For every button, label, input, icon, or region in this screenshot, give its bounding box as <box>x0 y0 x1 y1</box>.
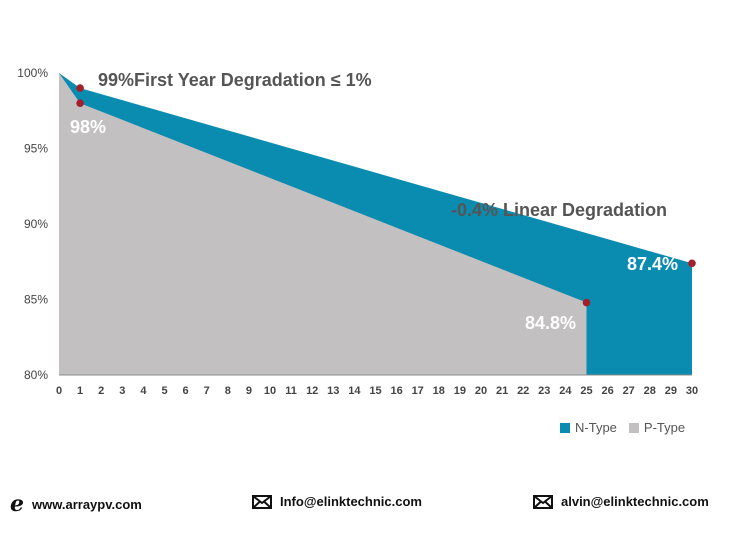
x-tick-label: 21 <box>496 385 508 397</box>
x-tick-label: 17 <box>412 385 424 397</box>
x-tick-label: 13 <box>327 385 339 397</box>
marker-n-type-year1 <box>76 84 84 92</box>
x-tick-label: 2 <box>98 385 104 397</box>
marker-p-type-year1 <box>76 99 84 107</box>
email-info-link[interactable]: Info@elinktechnic.com <box>280 494 422 509</box>
annotation-99-percent: 99%First Year Degradation ≤ 1% <box>98 70 372 90</box>
email-contact-info[interactable]: Info@elinktechnic.com <box>252 494 422 509</box>
x-tick-label: 11 <box>285 385 297 397</box>
internet-e-icon: e <box>10 491 24 517</box>
annotation-99-value: 99% <box>98 70 134 90</box>
envelope-icon <box>533 494 553 509</box>
y-tick-label: 85% <box>24 293 48 307</box>
x-tick-label: 10 <box>264 385 276 397</box>
x-tick-label: 7 <box>204 385 210 397</box>
annotation-84-8-percent: 84.8% <box>525 313 576 333</box>
x-tick-label: 18 <box>433 385 445 397</box>
x-tick-label: 9 <box>246 385 252 397</box>
y-tick-label: 100% <box>17 66 48 80</box>
x-tick-label: 20 <box>475 385 487 397</box>
y-tick-label: 90% <box>24 217 48 231</box>
x-tick-label: 8 <box>225 385 231 397</box>
email-alvin-link[interactable]: alvin@elinktechnic.com <box>561 494 709 509</box>
x-tick-label: 22 <box>517 385 529 397</box>
marker-n-type-end <box>688 259 696 268</box>
x-tick-label: 29 <box>665 385 677 397</box>
x-tick-label: 16 <box>390 385 402 397</box>
website-contact[interactable]: e www.arraypv.com <box>10 491 142 517</box>
x-tick-label: 24 <box>559 385 572 397</box>
annotation-98-percent: 98% <box>70 117 106 137</box>
x-tick-label: 0 <box>56 385 62 397</box>
x-tick-label: 26 <box>601 385 613 397</box>
email-contact-alvin[interactable]: alvin@elinktechnic.com <box>533 494 709 509</box>
x-tick-label: 25 <box>580 385 592 397</box>
legend-swatch-n-type <box>560 422 570 433</box>
x-tick-label: 14 <box>348 385 361 397</box>
x-tick-label: 12 <box>306 385 318 397</box>
x-tick-label: 1 <box>77 385 83 397</box>
x-tick-label: 4 <box>140 385 147 397</box>
legend-label-n-type: N-Type <box>575 420 617 435</box>
x-tick-label: 15 <box>369 385 381 397</box>
envelope-icon <box>252 494 272 509</box>
x-tick-label: 30 <box>686 385 698 397</box>
y-tick-label: 95% <box>24 142 48 156</box>
marker-p-type-end <box>582 298 591 307</box>
annotation-87-4-percent: 87.4% <box>627 254 678 274</box>
legend-item-p-type: P-Type <box>628 420 686 435</box>
website-link[interactable]: www.arraypv.com <box>32 496 142 512</box>
contact-footer: e www.arraypv.com Info@elinktechnic.com … <box>0 491 731 517</box>
area-p-type <box>59 73 587 375</box>
x-tick-label: 28 <box>644 385 656 397</box>
annotation-first-year: First Year Degradation ≤ 1% <box>134 70 372 90</box>
degradation-chart: 80%85%90%95%100%0 1 2 3 4 5 6 7 8 9 10 11 12 13 14 15 16… <box>17 66 698 397</box>
chart-legend: N-Type P-Type <box>560 420 697 435</box>
x-tick-label: 5 <box>161 385 167 397</box>
legend-label-p-type: P-Type <box>643 420 686 435</box>
y-tick-label: 80% <box>24 368 48 382</box>
x-tick-label: 6 <box>183 385 189 397</box>
legend-swatch-p-type <box>628 422 639 433</box>
legend-item-n-type: N-Type <box>560 420 617 435</box>
x-tick-label: 19 <box>454 385 466 397</box>
x-tick-label: 23 <box>538 385 550 397</box>
x-tick-label: 3 <box>119 385 125 397</box>
x-tick-label: 27 <box>623 385 635 397</box>
annotation-linear-degradation: -0.4% Linear Degradation <box>451 200 667 220</box>
